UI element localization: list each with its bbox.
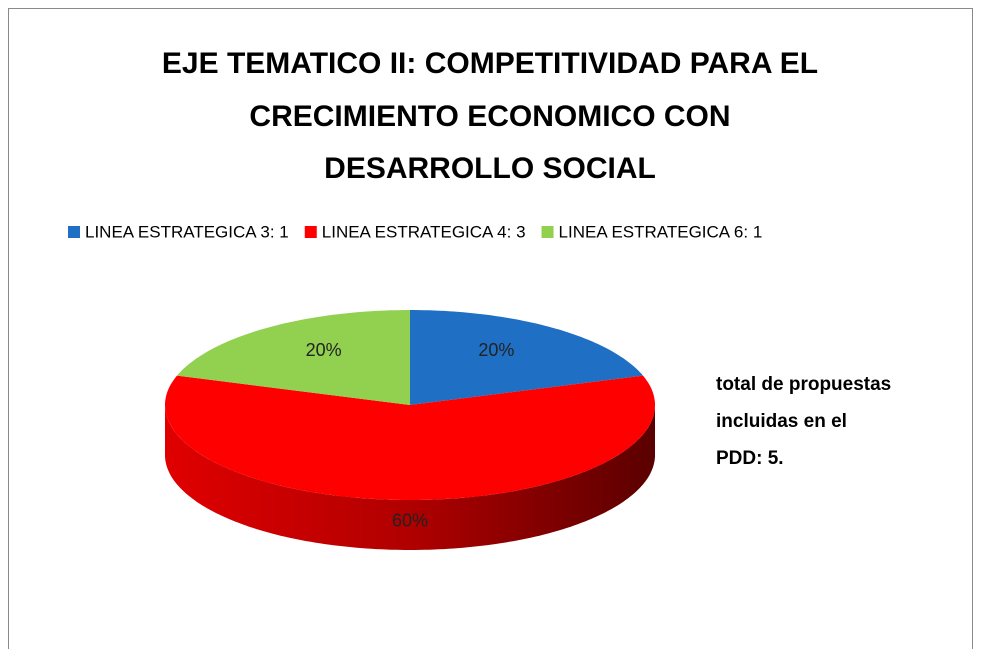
pie-slice — [410, 310, 643, 405]
slice-side — [165, 405, 655, 550]
data-label: 60% — [392, 510, 428, 530]
legend-label: LINEA ESTRATEGICA 3: 1 — [85, 222, 289, 241]
data-label: 20% — [306, 340, 342, 360]
annotation: incluidas en el — [716, 411, 847, 432]
chart-title: EJE TEMATICO II: COMPETITIVIDAD PARA EL — [162, 47, 818, 80]
pie-slice — [177, 310, 410, 405]
chart-title: DESARROLLO SOCIAL — [324, 152, 656, 185]
legend-swatch — [541, 226, 554, 238]
legend-swatch — [68, 226, 80, 238]
legend-label: LINEA ESTRATEGICA 4: 3 — [322, 222, 526, 241]
chart-title: CRECIMIENTO ECONOMICO CON — [249, 100, 730, 133]
data-label: 20% — [478, 340, 514, 360]
pie-slice — [165, 375, 655, 500]
legend-swatch — [304, 226, 317, 238]
annotation: PDD: 5. — [716, 448, 784, 469]
legend-label: LINEA ESTRATEGICA 6: 1 — [559, 222, 763, 241]
annotation: total de propuestas — [716, 374, 891, 395]
